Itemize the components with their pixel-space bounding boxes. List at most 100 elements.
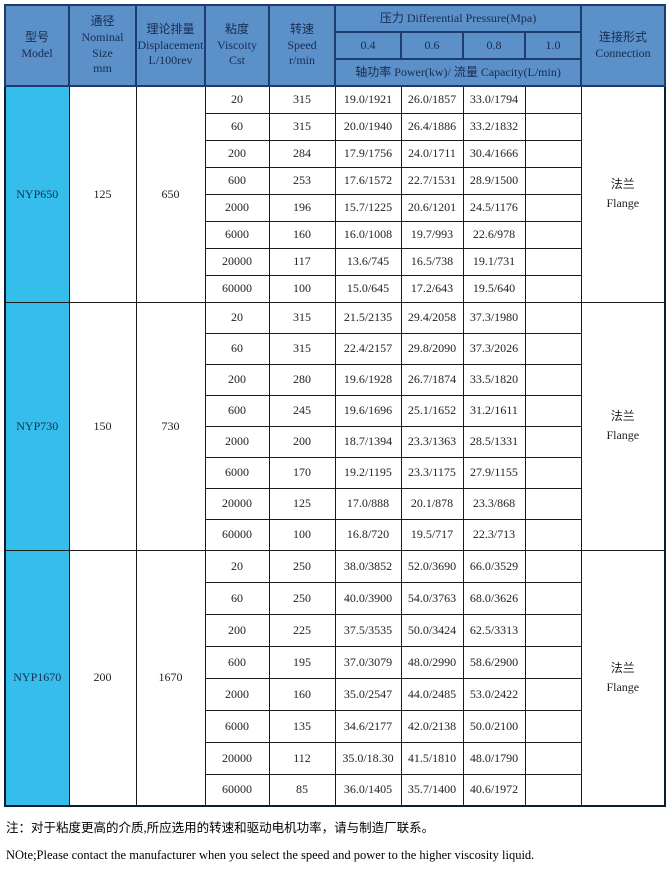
power-capacity-cell-0.6: 16.5/738 (400, 247, 464, 276)
power-capacity-cell-0.8: 48.0/1790 (462, 741, 526, 775)
viscosity-cell: 2000 (204, 677, 270, 711)
model-cell: NYP650 (4, 85, 70, 303)
viscosity-cell: 600 (204, 166, 270, 195)
viscosity-cell: 60000 (204, 518, 270, 551)
table-row: NYP650 125 650 20 315 19.0/1921 26.0/1857 33.0/… (4, 85, 666, 303)
table-row: NYP1670 200 1670 20 250 38.0/3852 52.0/3690 66.… (4, 549, 666, 807)
nominal-size-cell: 200 (68, 549, 137, 807)
header-pressure-0.8: 0.8 (462, 31, 526, 60)
power-capacity-cell-0.8: 19.1/731 (462, 247, 526, 276)
speed-cell: 315 (268, 112, 336, 141)
viscosity-cell: 60 (204, 112, 270, 141)
power-capacity-cell-0.4: 17.6/1572 (334, 166, 402, 195)
power-capacity-cell-1.0 (524, 394, 582, 427)
power-capacity-cell-0.4: 36.0/1405 (334, 773, 402, 807)
power-capacity-cell-0.8: 66.0/3529 (462, 549, 526, 583)
power-capacity-cell-0.4: 35.0/2547 (334, 677, 402, 711)
power-capacity-cell-0.6: 35.7/1400 (400, 773, 464, 807)
power-capacity-cell-1.0 (524, 247, 582, 276)
power-capacity-cell-0.4: 17.0/888 (334, 487, 402, 520)
displacement-cell: 650 (135, 85, 206, 303)
power-capacity-cell-1.0 (524, 193, 582, 222)
power-capacity-cell-0.6: 17.2/643 (400, 274, 464, 303)
power-capacity-cell-0.8: 22.3/713 (462, 518, 526, 551)
viscosity-cell: 20 (204, 85, 270, 114)
power-capacity-cell-1.0 (524, 274, 582, 303)
speed-cell: 315 (268, 301, 336, 334)
speed-cell: 284 (268, 139, 336, 168)
header-model-zh: 型号 (24, 29, 49, 44)
power-capacity-cell-1.0 (524, 363, 582, 396)
speed-cell: 250 (268, 549, 336, 583)
header-speed-en: Speed (287, 37, 317, 52)
speed-cell: 100 (268, 274, 336, 303)
header-pressure-0.6: 0.6 (400, 31, 464, 60)
power-capacity-cell-1.0 (524, 112, 582, 141)
power-capacity-cell-0.6: 29.8/2090 (400, 332, 464, 365)
power-capacity-cell-0.4: 35.0/18.30 (334, 741, 402, 775)
power-capacity-cell-0.6: 41.5/1810 (400, 741, 464, 775)
power-capacity-cell-0.8: 68.0/3626 (462, 581, 526, 615)
header-pressure-0.4: 0.4 (334, 31, 402, 60)
power-capacity-cell-0.6: 22.7/1531 (400, 166, 464, 195)
viscosity-cell: 600 (204, 645, 270, 679)
table-row: 60000 100 15.0/645 17.2/643 19.5/640 (5, 274, 665, 303)
table-row: 6000 135 34.6/2177 42.0/2138 50.0/2100 (5, 709, 665, 743)
power-capacity-cell-1.0 (524, 425, 582, 458)
power-capacity-cell-0.4: 22.4/2157 (334, 332, 402, 365)
power-capacity-cell-0.4: 18.7/1394 (334, 425, 402, 458)
header-displacement-unit: L/100rev (148, 53, 193, 68)
power-capacity-cell-0.6: 23.3/1363 (400, 425, 464, 458)
header-connection: 连接形式 Connection (580, 4, 667, 87)
power-capacity-cell-1.0 (524, 581, 582, 615)
connection-cell: 法兰 Flange (580, 549, 666, 807)
power-capacity-cell-0.4: 19.2/1195 (334, 456, 402, 489)
header-displacement-zh: 理论排量 (146, 22, 195, 37)
header-pressure-1.0: 1.0 (523, 31, 583, 60)
table-row: 60 315 22.4/2157 29.8/2090 37.3/2026 (5, 332, 665, 365)
table-header: 型号 Model 通径 Nominal Size mm 理论排量 Displac… (4, 4, 667, 87)
table-row: 6000 170 19.2/1195 23.3/1175 27.9/1155 (5, 456, 665, 489)
header-nominal-unit: mm (93, 61, 112, 76)
power-capacity-cell-0.6: 23.3/1175 (400, 456, 464, 489)
viscosity-cell: 60 (204, 581, 270, 615)
speed-cell: 195 (268, 645, 336, 679)
speed-cell: 135 (268, 709, 336, 743)
header-model-en: Model (21, 45, 53, 60)
power-capacity-cell-0.4: 13.6/745 (334, 247, 402, 276)
power-capacity-cell-0.6: 20.1/878 (400, 487, 464, 520)
header-nominal-en: Nominal Size (81, 29, 124, 60)
power-capacity-cell-1.0 (524, 85, 582, 114)
nominal-size-cell: 150 (68, 301, 137, 551)
viscosity-cell: 20 (204, 301, 270, 334)
power-capacity-cell-0.6: 19.7/993 (400, 220, 464, 249)
viscosity-cell: 20000 (204, 741, 270, 775)
power-capacity-cell-0.8: 24.5/1176 (462, 193, 526, 222)
power-capacity-cell-0.6: 19.5/717 (400, 518, 464, 551)
connection-cell: 法兰 Flange (580, 85, 666, 303)
speed-cell: 125 (268, 487, 336, 520)
power-capacity-cell-0.4: 37.5/3535 (334, 613, 402, 647)
connection-zh: 法兰 (610, 660, 635, 675)
displacement-cell: 730 (135, 301, 206, 551)
footnotes: 注：对于粘度更高的介质,所应选用的转速和驱动电机功率，请与制造厂联系。 NOte… (4, 807, 664, 863)
power-capacity-cell-0.6: 54.0/3763 (400, 581, 464, 615)
header-connection-zh: 连接形式 (599, 29, 648, 44)
table-row: 60000 85 36.0/1405 35.7/1400 40.6/1972 (5, 773, 665, 807)
power-capacity-cell-0.8: 62.5/3313 (462, 613, 526, 647)
power-capacity-cell-1.0 (524, 518, 582, 551)
power-capacity-cell-1.0 (524, 549, 582, 583)
power-capacity-cell-0.4: 34.6/2177 (334, 709, 402, 743)
speed-cell: 200 (268, 425, 336, 458)
connection-en: Flange (606, 428, 640, 442)
speed-cell: 315 (268, 332, 336, 365)
model-cell: NYP1670 (4, 549, 70, 807)
power-capacity-cell-1.0 (524, 332, 582, 365)
viscosity-cell: 6000 (204, 456, 270, 489)
viscosity-cell: 600 (204, 394, 270, 427)
table-row: NYP730 150 730 20 315 21.5/2135 29.4/2058 37.3/… (4, 301, 666, 551)
power-capacity-cell-0.8: 33.0/1794 (462, 85, 526, 114)
header-speed: 转速 Speed r/min (268, 4, 336, 87)
power-capacity-cell-0.6: 42.0/2138 (400, 709, 464, 743)
power-capacity-cell-1.0 (524, 139, 582, 168)
